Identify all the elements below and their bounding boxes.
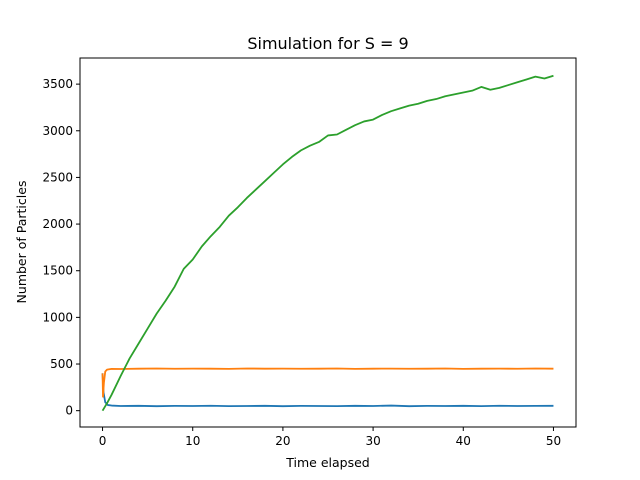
x-tick-label: 10 bbox=[185, 434, 200, 448]
x-axis-label: Time elapsed bbox=[285, 455, 369, 470]
chart-title: Simulation for S = 9 bbox=[247, 34, 408, 53]
y-tick-label: 3500 bbox=[42, 77, 73, 91]
y-tick-label: 3000 bbox=[42, 124, 73, 138]
x-tick-label: 20 bbox=[275, 434, 290, 448]
series-line-1 bbox=[101, 373, 554, 408]
x-tick-label: 30 bbox=[365, 434, 380, 448]
y-tick-label: 2000 bbox=[42, 217, 73, 231]
x-tick-label: 40 bbox=[456, 434, 471, 448]
x-axis-ticks: 0 10 20 30 40 50 bbox=[99, 427, 561, 448]
series-layer bbox=[101, 74, 554, 412]
y-tick-label: 1000 bbox=[42, 310, 73, 324]
y-tick-label: 1500 bbox=[42, 264, 73, 278]
y-tick-label: 500 bbox=[50, 357, 73, 371]
series-line-3 bbox=[101, 74, 554, 412]
plot-frame bbox=[79, 57, 577, 428]
y-axis-label: Number of Particles bbox=[14, 181, 29, 304]
x-tick-label: 50 bbox=[546, 434, 561, 448]
y-tick-label: 0 bbox=[65, 404, 73, 418]
y-tick-label: 2500 bbox=[42, 170, 73, 184]
y-axis-ticks: 0 500 1000 1500 2000 2500 3000 3500 bbox=[42, 77, 80, 418]
series-line-2 bbox=[101, 367, 554, 398]
x-tick-label: 0 bbox=[99, 434, 107, 448]
